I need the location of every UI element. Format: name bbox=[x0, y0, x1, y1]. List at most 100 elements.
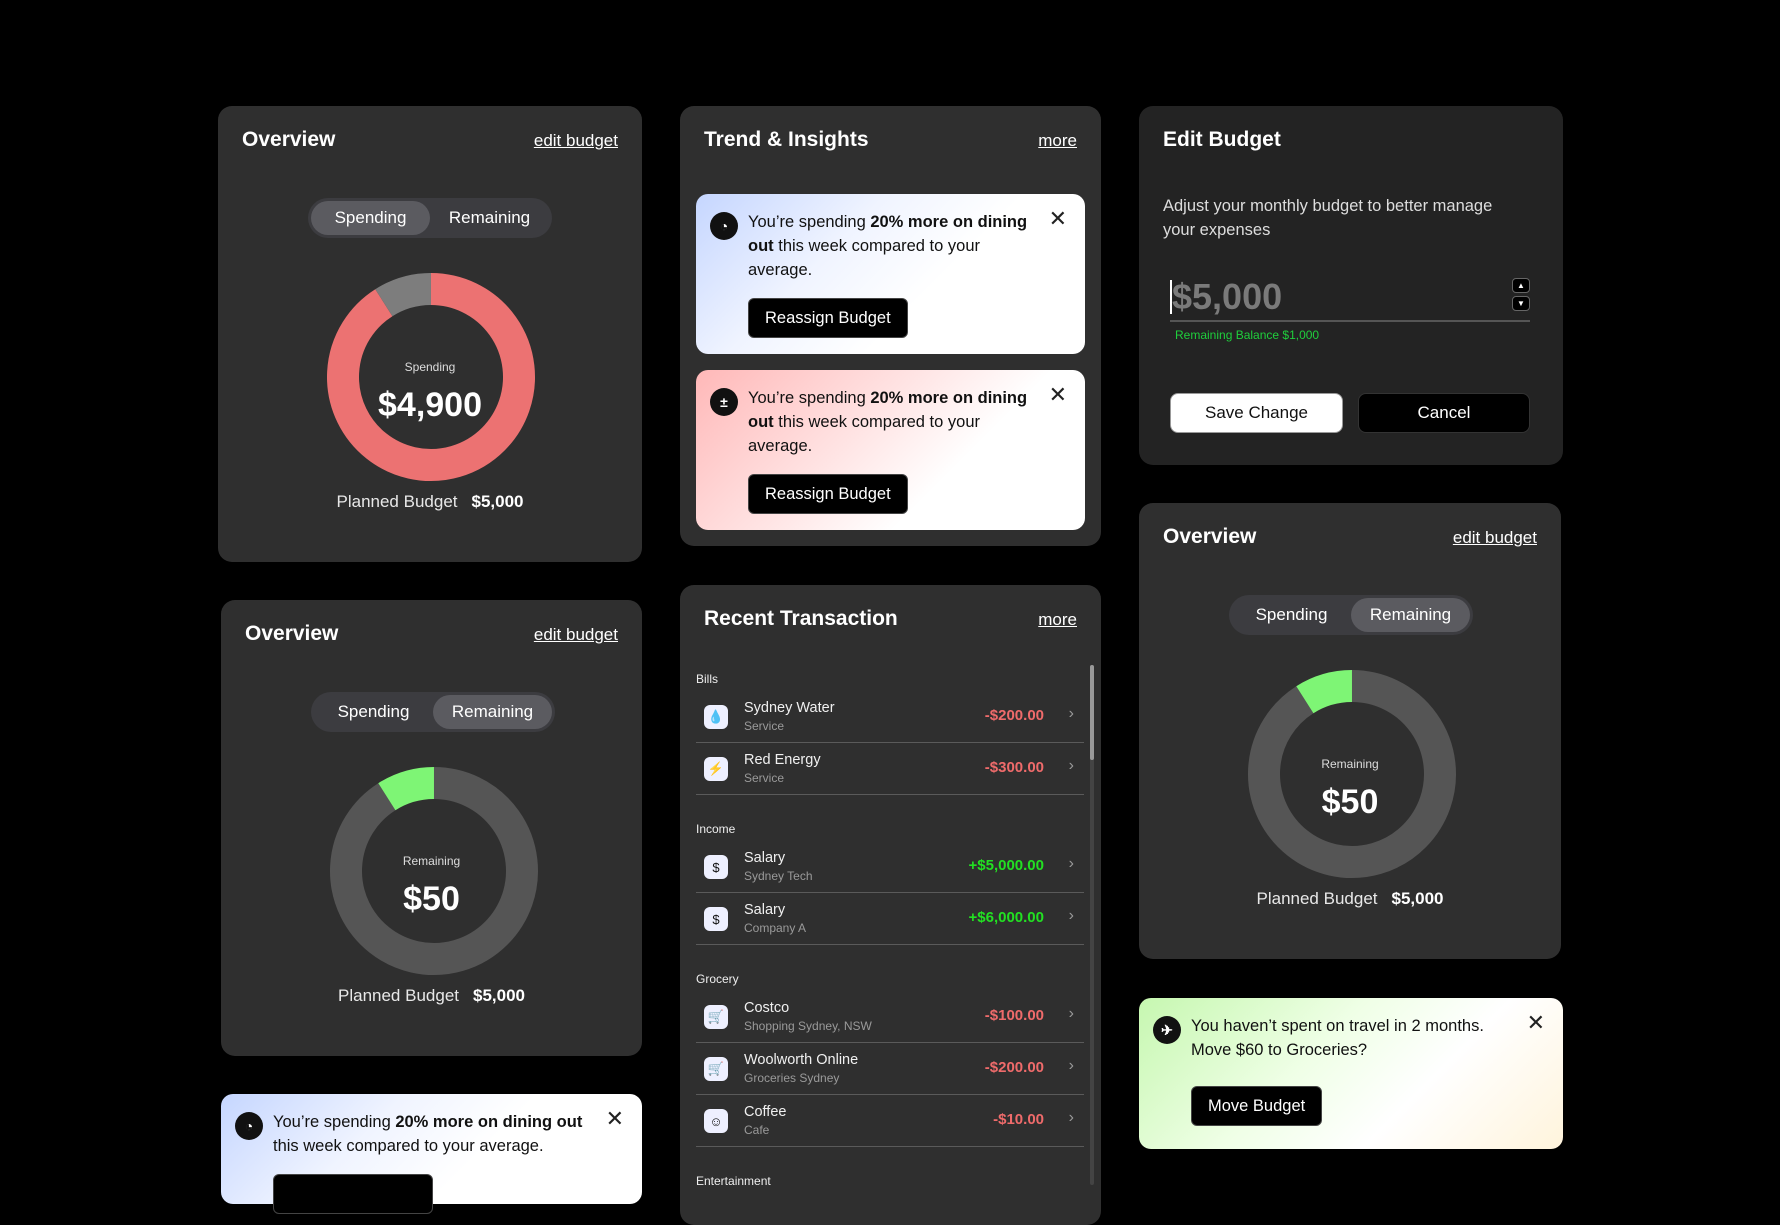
increment-button[interactable]: ▲ bbox=[1512, 278, 1530, 293]
section-label: Income bbox=[696, 822, 736, 836]
dollar-coin-icon: $ bbox=[704, 907, 728, 931]
donut-segment-spending bbox=[327, 273, 535, 481]
transaction-name: Salary bbox=[744, 902, 786, 918]
chevron-right-icon: › bbox=[1068, 1057, 1074, 1074]
cancel-button[interactable]: Cancel bbox=[1358, 393, 1530, 433]
transaction-amount: +$6,000.00 bbox=[968, 909, 1045, 926]
alert-text: You’re spending 20% more on dining out t… bbox=[273, 1113, 583, 1155]
tab-spending[interactable]: Spending bbox=[1255, 605, 1328, 624]
transaction-name: Red Energy bbox=[744, 752, 821, 768]
section-label: Grocery bbox=[696, 972, 739, 986]
transaction-section: Entertainment bbox=[696, 1169, 1084, 1193]
chevron-right-icon: › bbox=[1068, 705, 1074, 722]
donut-center-label: Spending bbox=[404, 360, 456, 374]
tab-remaining[interactable]: Remaining bbox=[448, 208, 531, 227]
donut-center-value: $50 bbox=[1321, 783, 1379, 821]
tab-remaining[interactable]: Remaining bbox=[1351, 598, 1470, 632]
overview-card-remaining-right: Overview edit budget Spending Remaining … bbox=[1139, 503, 1561, 959]
reassign-budget-button[interactable]: Reassign Budget bbox=[748, 474, 908, 514]
edit-budget-link[interactable]: edit budget bbox=[533, 131, 618, 150]
transaction-category: Cafe bbox=[744, 1123, 770, 1137]
donut-segment-rest bbox=[375, 273, 432, 317]
transaction-name: Costco bbox=[744, 1000, 790, 1016]
transaction-amount: -$100.00 bbox=[984, 1007, 1044, 1024]
water-drop-icon: 💧 bbox=[704, 705, 728, 729]
remaining-balance: Remaining Balance $1,000 bbox=[1175, 328, 1320, 342]
transaction-row[interactable]: ☺ Coffee Cafe -$10.00 › bbox=[696, 1095, 1084, 1147]
alert-text: You’re spending 20% more on dining out t… bbox=[748, 389, 1028, 455]
chevron-right-icon: › bbox=[1068, 1109, 1074, 1126]
trend-insights-card: Trend & Insights more ◔ You’re spending … bbox=[680, 106, 1101, 546]
donut-center-label: Remaining bbox=[1321, 757, 1379, 771]
tab-spending[interactable]: Spending bbox=[311, 201, 430, 235]
trend-title: Trend & Insights bbox=[704, 128, 869, 151]
dollar-coin-icon: $ bbox=[704, 855, 728, 879]
transaction-category: Groceries Sydney bbox=[744, 1071, 840, 1085]
tab-remaining[interactable]: Remaining bbox=[433, 695, 552, 729]
airplane-icon: ✈ bbox=[1153, 1016, 1181, 1044]
alert-action-button[interactable] bbox=[273, 1174, 433, 1214]
transaction-name: Coffee bbox=[744, 1104, 787, 1120]
transaction-row[interactable]: $ Salary Sydney Tech +$5,000.00 › bbox=[696, 841, 1084, 893]
insight-alert-bottom: ◔ You’re spending 20% more on dining out… bbox=[221, 1094, 642, 1214]
recent-title: Recent Transaction bbox=[704, 607, 898, 630]
transaction-amount: -$10.00 bbox=[993, 1111, 1044, 1128]
close-icon[interactable]: ✕ bbox=[605, 1106, 624, 1131]
recent-more-link[interactable]: more bbox=[1038, 610, 1077, 629]
budget-amount-input[interactable]: $5,000 ▲ ▼ bbox=[1170, 276, 1530, 322]
donut-center-label: Remaining bbox=[402, 854, 461, 868]
decrement-button[interactable]: ▼ bbox=[1512, 296, 1530, 311]
donut-center-value: $4,900 bbox=[378, 386, 482, 424]
transaction-category: Sydney Tech bbox=[744, 869, 813, 883]
trend-more-link[interactable]: more bbox=[1038, 131, 1077, 150]
lightning-icon: ⚡ bbox=[704, 757, 728, 781]
reassign-budget-button[interactable]: Reassign Budget bbox=[748, 298, 908, 338]
donut-chart-icon: ◔ bbox=[710, 212, 738, 240]
transaction-name: Salary bbox=[744, 850, 786, 866]
transaction-amount: -$200.00 bbox=[984, 707, 1044, 724]
insight-alert: ◔ You’re spending 20% more on dining out… bbox=[696, 194, 1085, 354]
donut-segment-remaining bbox=[1296, 670, 1353, 714]
section-label: Bills bbox=[696, 672, 719, 686]
scrollbar[interactable] bbox=[1090, 665, 1094, 1185]
edit-budget-link[interactable]: edit budget bbox=[533, 625, 618, 644]
transaction-row[interactable]: 🛒 Woolworth Online Groceries Sydney -$20… bbox=[696, 1043, 1084, 1095]
transaction-amount: -$200.00 bbox=[984, 1059, 1044, 1076]
chevron-right-icon: › bbox=[1068, 855, 1074, 872]
transaction-section: Income $ Salary Sydney Tech +$5,000.00 › $… bbox=[696, 817, 1084, 945]
transaction-section: Bills 💧 Sydney Water Service -$200.00 › ⚡ … bbox=[696, 667, 1084, 795]
transaction-category: Company A bbox=[744, 921, 807, 935]
spending-remaining-toggle: Spending Remaining bbox=[1229, 595, 1473, 635]
alert-text: You haven’t spent on travel in 2 months.… bbox=[1191, 1017, 1484, 1059]
budget-donut-chart bbox=[1248, 670, 1456, 878]
cart-icon: 🛒 bbox=[704, 1005, 728, 1029]
overview-card-spending: Overview edit budget Spending Remaining … bbox=[218, 106, 642, 562]
overview-card-remaining: Overview edit budget Spending Remaining … bbox=[221, 600, 642, 1056]
edit-budget-card: Edit Budget Adjust your monthly budget t… bbox=[1139, 106, 1563, 465]
transaction-row[interactable]: 💧 Sydney Water Service -$200.00 › bbox=[696, 691, 1084, 743]
spending-remaining-toggle: Spending Remaining bbox=[308, 198, 552, 238]
transaction-category: Service bbox=[744, 771, 785, 785]
close-icon[interactable]: ✕ bbox=[1526, 1010, 1545, 1035]
close-icon[interactable]: ✕ bbox=[1048, 382, 1067, 407]
donut-segment-track bbox=[330, 767, 538, 975]
transaction-row[interactable]: $ Salary Company A +$6,000.00 › bbox=[696, 893, 1084, 945]
transaction-row[interactable]: 🛒 Costco Shopping Sydney, NSW -$100.00 › bbox=[696, 991, 1084, 1043]
planned-budget: Planned Budget $5,000 bbox=[336, 492, 524, 511]
cart-icon: 🛒 bbox=[704, 1057, 728, 1081]
donut-chart-icon: ◔ bbox=[235, 1112, 263, 1140]
scrollbar-thumb[interactable] bbox=[1090, 665, 1094, 760]
plus-minus-icon: ± bbox=[710, 388, 738, 416]
tab-spending[interactable]: Spending bbox=[337, 702, 410, 721]
budget-amount-value: $5,000 bbox=[1172, 276, 1283, 317]
donut-segment-remaining bbox=[378, 767, 435, 811]
close-icon[interactable]: ✕ bbox=[1048, 206, 1067, 231]
transaction-category: Shopping Sydney, NSW bbox=[744, 1019, 872, 1033]
budget-donut-chart bbox=[327, 273, 535, 481]
save-change-button[interactable]: Save Change bbox=[1170, 393, 1343, 433]
transaction-row[interactable]: ⚡ Red Energy Service -$300.00 › bbox=[696, 743, 1084, 795]
insight-alert: ± You’re spending 20% more on dining out… bbox=[696, 370, 1085, 530]
edit-budget-link[interactable]: edit budget bbox=[1452, 528, 1537, 547]
move-budget-button[interactable]: Move Budget bbox=[1191, 1086, 1323, 1126]
planned-budget: Planned Budget $5,000 bbox=[1256, 889, 1444, 908]
